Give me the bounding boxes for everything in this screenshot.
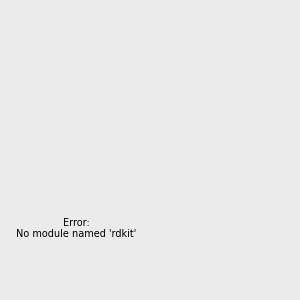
Text: Error:
No module named 'rdkit': Error: No module named 'rdkit'	[16, 218, 136, 239]
